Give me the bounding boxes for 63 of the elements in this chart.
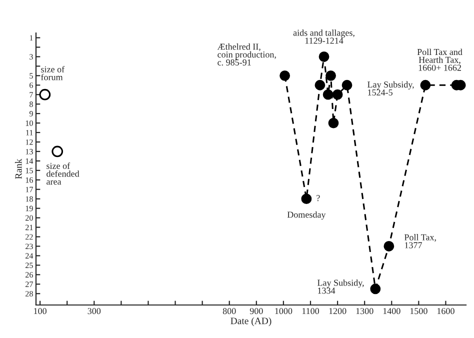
point: [39, 88, 51, 100]
y-tick-label: 28: [26, 291, 33, 296]
y-tick-label: 23: [26, 244, 33, 250]
annotation: Domesday: [287, 211, 326, 220]
x-tick-label: 100: [34, 308, 46, 314]
y-tick-label: 3: [30, 54, 33, 60]
annotation: ?: [316, 195, 320, 202]
point: [318, 51, 330, 62]
point: [280, 70, 290, 81]
y-tick-label: 8: [30, 102, 33, 107]
y-tick-label: 9: [29, 111, 33, 116]
annotation: size of forum: [41, 66, 65, 80]
y-tick-label: 19: [26, 206, 33, 212]
annotation: Æthelred II, coin production, c. 985-91: [217, 43, 276, 66]
point: [52, 146, 64, 158]
y-tick-label: 27: [26, 282, 33, 287]
point: [328, 118, 339, 128]
annotation: aids and tallages, 1129-1214: [293, 29, 354, 44]
y-tick-label: 25: [26, 262, 33, 268]
y-tick-label: 15: [26, 168, 33, 174]
point: [326, 70, 336, 81]
point: [322, 89, 334, 100]
y-tick-label: 21: [26, 224, 33, 230]
x-tick-label: 1300: [356, 308, 374, 314]
x-tick-label: 1100: [302, 308, 320, 314]
point: [420, 80, 431, 90]
annotation: Lay Subsidy, 1334: [317, 279, 364, 294]
x-tick-label: 1000: [275, 308, 292, 314]
point: [384, 241, 394, 252]
y-tick-label: 1: [30, 35, 33, 41]
x-tick-label: 900: [250, 308, 263, 314]
y-tick-label: 12: [26, 139, 33, 145]
y-tick-label: 10: [26, 120, 33, 126]
x-tick-label: 300: [88, 308, 101, 314]
x-tick-label: 1600: [437, 308, 454, 314]
annotation: Poll Tax, 1377: [404, 234, 436, 248]
y-tick-label: 24: [26, 253, 34, 259]
x-tick-label: 1400: [383, 308, 400, 314]
point: [342, 80, 352, 90]
y-tick-label: 17: [26, 186, 33, 192]
annotation: Lay Subsidy, 1524-5: [368, 81, 414, 96]
point: [332, 89, 343, 100]
y-tick-label: 6: [30, 82, 33, 88]
y-tick-label: 22: [26, 234, 33, 240]
y-tick-label: 13: [26, 148, 33, 154]
y-tick-label: 7: [30, 92, 33, 98]
x-tick-label: 800: [222, 308, 236, 314]
y-tick-label: 26: [26, 272, 33, 278]
x-axis-title: Date (AD): [230, 317, 272, 326]
x-tick-label: 1200: [329, 308, 346, 314]
y-tick-label: 18: [26, 196, 33, 202]
annotation: Poll Tax and Hearth Tax, 1660+ 1662: [417, 48, 462, 71]
y-tick-label: 14: [26, 158, 34, 164]
y-tick-label: 11: [26, 130, 33, 136]
y-axis-title: Rank: [14, 158, 22, 179]
point: [314, 80, 326, 90]
x-tick-label: 1500: [410, 308, 428, 314]
y-tick-label: 5: [30, 73, 33, 79]
y-tick-label: 16: [26, 177, 33, 183]
annotation: size of defended area: [46, 162, 80, 185]
point: [301, 194, 312, 204]
point: [370, 284, 381, 294]
y-tick-label: 20: [26, 215, 33, 221]
